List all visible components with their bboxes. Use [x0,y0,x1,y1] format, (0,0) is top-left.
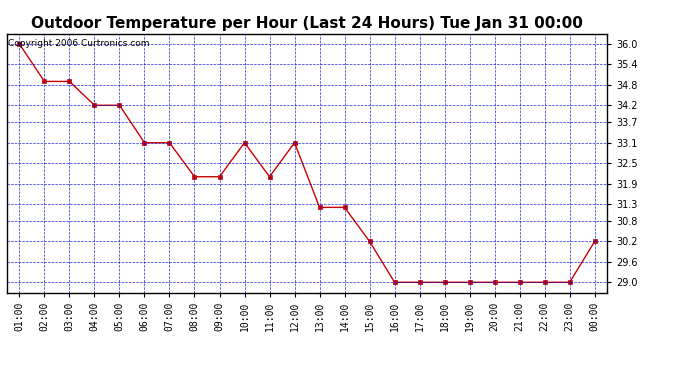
Text: Copyright 2006 Curtronics.com: Copyright 2006 Curtronics.com [8,39,150,48]
Title: Outdoor Temperature per Hour (Last 24 Hours) Tue Jan 31 00:00: Outdoor Temperature per Hour (Last 24 Ho… [31,16,583,31]
